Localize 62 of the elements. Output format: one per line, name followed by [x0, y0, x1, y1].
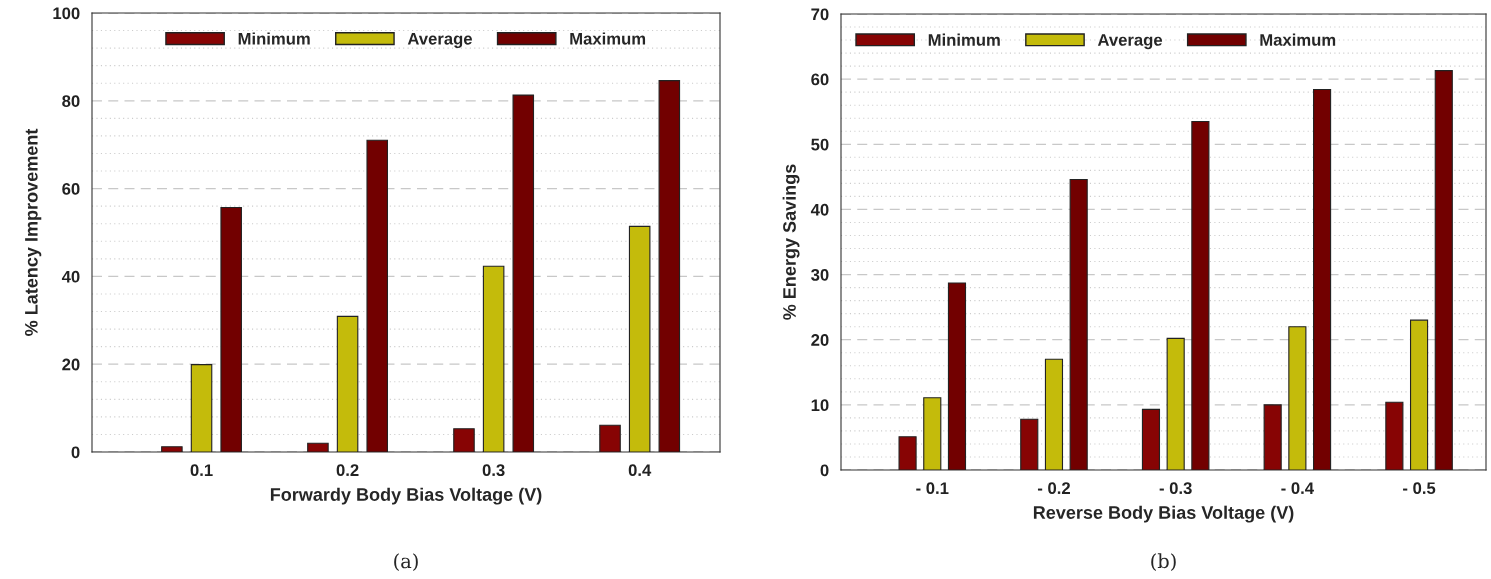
y-tick-label: 50	[811, 138, 829, 151]
y-tick-label: 60	[62, 183, 80, 195]
bar	[1191, 120, 1210, 470]
bar	[1069, 178, 1088, 470]
bar	[947, 282, 967, 470]
bar	[1385, 401, 1404, 470]
text: (a)	[394, 553, 418, 572]
x-tick-label: - 0.4	[1281, 482, 1314, 495]
x-tick-label: 0.1	[190, 464, 213, 477]
bar	[628, 225, 651, 452]
y-axis-title: % Energy Savings	[782, 164, 800, 320]
x-tick-label: 0.4	[628, 464, 652, 477]
legend-label: Minimum	[928, 33, 1000, 46]
legend-label: Minimum	[238, 32, 310, 45]
y-tick-label: 60	[811, 73, 829, 86]
x-axis-title: Reverse Body Bias Voltage (V)	[1033, 505, 1294, 523]
y-tick-label: 30	[811, 268, 829, 281]
x-tick-label: - 0.5	[1403, 482, 1436, 495]
bar	[923, 397, 942, 470]
y-tick-label: 0	[820, 464, 829, 477]
bar	[1020, 418, 1039, 470]
x-tick-label: 0.2	[336, 464, 359, 477]
bar	[898, 436, 917, 470]
bar	[1044, 358, 1064, 470]
bar	[307, 442, 329, 452]
bar	[658, 80, 681, 452]
bar	[220, 206, 242, 452]
legend-label: Maximum	[1260, 33, 1336, 46]
y-tick-label: 40	[61, 270, 80, 283]
y-tick-label: 20	[62, 358, 80, 371]
x-tick-label: 0.3	[482, 464, 505, 477]
y-axis-title: % Latency Improvement	[24, 128, 42, 336]
bar	[482, 265, 505, 452]
bar	[366, 139, 389, 452]
bar	[512, 94, 535, 452]
legend-label: Average	[1097, 34, 1163, 50]
x-axis-title: Forwardy Body Bias Voltage (V)	[270, 487, 542, 505]
bar	[190, 364, 213, 452]
y-tick-label: 70	[811, 8, 829, 21]
y-tick-label: 80	[62, 95, 80, 107]
y-tick-label: 10	[811, 399, 829, 412]
bar	[161, 446, 183, 452]
bar	[1288, 326, 1307, 470]
bar	[453, 428, 475, 452]
bar	[1263, 404, 1282, 470]
bar	[1409, 319, 1429, 470]
y-tick-label: 20	[811, 334, 829, 346]
y-tick-label: 0	[71, 446, 80, 459]
x-tick-label: - 0.1	[916, 482, 949, 495]
text: (b)	[1151, 553, 1176, 572]
bar	[599, 424, 621, 452]
bar	[336, 315, 359, 452]
bar	[1166, 337, 1185, 470]
y-tick-label: 100	[53, 7, 80, 20]
legend-label: Average	[407, 33, 472, 48]
y-tick-label: 40	[810, 203, 829, 216]
bar	[1312, 89, 1332, 470]
bar	[1141, 408, 1161, 470]
x-tick-label: - 0.2	[1037, 482, 1070, 495]
legend-label: Maximum	[570, 32, 646, 45]
bar	[1434, 70, 1453, 470]
x-tick-label: - 0.3	[1159, 482, 1192, 495]
